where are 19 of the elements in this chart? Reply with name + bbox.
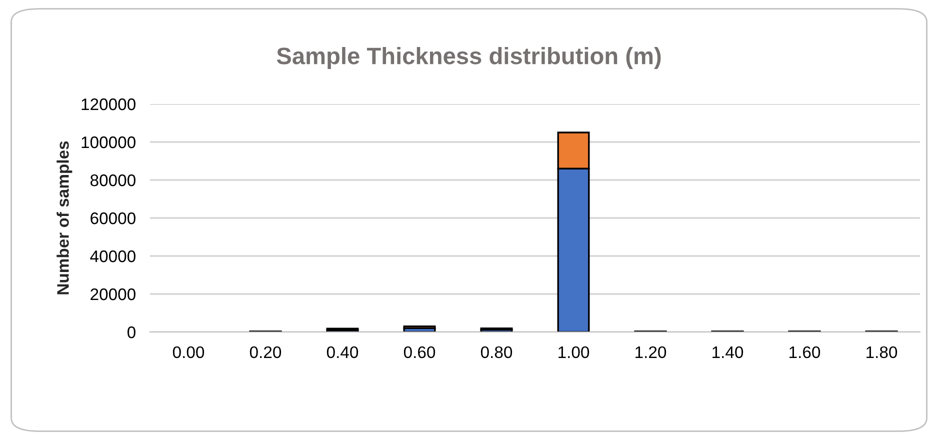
y-tick-label: 120000 [82, 98, 136, 110]
x-tick-label: 0.40 [326, 346, 358, 358]
chart-title: Sample Thickness distribution (m) [276, 46, 661, 70]
y-tick-label: 100000 [82, 136, 136, 148]
y-tick-label: 80000 [90, 174, 136, 186]
x-tick-label: 1.60 [790, 346, 820, 358]
x-tick-label: 1.20 [636, 346, 666, 358]
y-tick-label: 20000 [90, 288, 136, 300]
x-tick-label: 0.00 [172, 346, 204, 358]
y-tick-label: 60000 [90, 212, 136, 224]
x-tick-label: 0.20 [250, 346, 282, 358]
x-tick-label: 1.40 [712, 346, 744, 358]
x-tick-label: 0.60 [404, 346, 436, 358]
x-tick-label: 1.00 [558, 346, 590, 358]
y-axis-title: Number of samples [56, 141, 72, 294]
y-tick-label: 40000 [90, 250, 136, 262]
x-tick-label: 1.80 [866, 346, 898, 358]
y-tick-label: 0 [127, 326, 136, 338]
x-tick-label: 0.80 [480, 346, 512, 358]
